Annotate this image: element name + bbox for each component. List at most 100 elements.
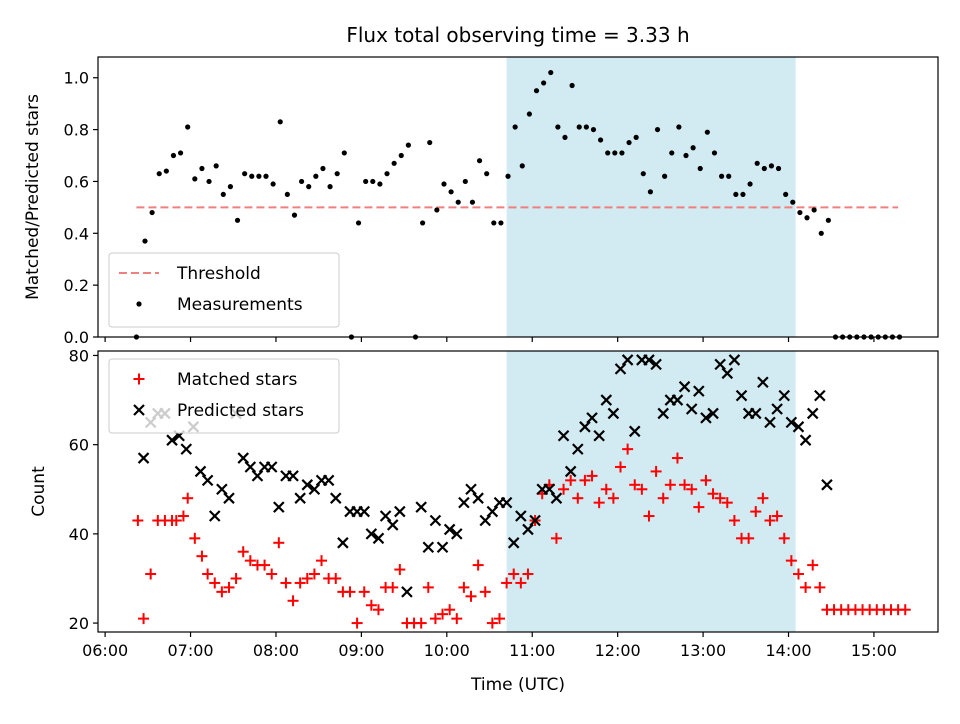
data-point	[633, 134, 639, 140]
x-tick-label: 10:00	[424, 641, 470, 660]
y-tick-label: 20	[69, 614, 89, 633]
data-point	[230, 572, 242, 584]
data-point	[671, 452, 683, 464]
data-point	[436, 541, 449, 554]
data-point	[565, 474, 577, 486]
data-point-stroke	[422, 541, 435, 554]
data-point	[733, 191, 739, 198]
data-point	[384, 171, 390, 177]
data-point	[714, 492, 726, 504]
data-point	[778, 389, 791, 402]
data-point	[476, 158, 483, 164]
data-point-stroke	[194, 465, 207, 478]
data-point	[294, 492, 306, 504]
data-point	[298, 178, 305, 185]
data-point-stroke	[337, 537, 349, 549]
data-point	[327, 184, 333, 190]
x-tick-label: 07:00	[167, 641, 213, 660]
data-point	[515, 510, 527, 522]
data-point	[458, 496, 470, 509]
data-point	[401, 586, 413, 598]
data-point	[564, 465, 577, 478]
data-point	[185, 124, 191, 130]
data-point	[572, 492, 584, 504]
data-point	[543, 483, 556, 496]
data-point	[166, 434, 178, 446]
data-point	[365, 599, 377, 611]
data-point	[761, 165, 767, 172]
data-point-stroke	[429, 514, 442, 527]
data-point-stroke	[287, 470, 299, 482]
data-point	[320, 165, 326, 172]
data-point-stroke	[522, 523, 534, 536]
data-point	[273, 537, 285, 549]
data-point	[671, 394, 684, 406]
data-point	[562, 134, 568, 140]
data-point	[747, 181, 753, 187]
data-point	[500, 496, 513, 509]
y-tick-label: 1.0	[64, 69, 89, 88]
data-point	[676, 124, 682, 130]
data-point	[654, 126, 661, 133]
data-point-stroke	[273, 501, 285, 513]
data-point	[329, 492, 342, 504]
data-point	[754, 160, 760, 166]
data-point-stroke	[821, 479, 833, 491]
data-point-stroke	[714, 358, 726, 371]
data-point	[557, 429, 570, 442]
data-point-stroke	[785, 416, 798, 429]
data-point-stroke	[550, 492, 563, 504]
data-point	[206, 178, 212, 185]
data-point	[662, 173, 668, 179]
data-point-stroke	[394, 505, 406, 518]
data-point-stroke	[308, 483, 321, 496]
data-point	[640, 171, 646, 177]
data-point-stroke	[600, 394, 613, 406]
data-point	[202, 568, 214, 580]
data-point	[472, 492, 484, 504]
data-point-stroke	[251, 470, 264, 482]
data-point-stroke	[749, 407, 762, 420]
data-point	[429, 613, 441, 625]
data-point	[711, 150, 718, 156]
data-point	[294, 577, 306, 589]
data-point	[814, 389, 826, 402]
data-point-stroke	[579, 421, 591, 433]
data-point	[270, 181, 276, 187]
data-point	[386, 519, 399, 531]
data-point-stroke	[586, 412, 598, 424]
data-point	[586, 470, 598, 482]
data-point-stroke	[607, 407, 620, 420]
data-point-stroke	[572, 443, 584, 455]
data-point	[622, 443, 634, 455]
data-point	[462, 178, 468, 185]
data-point	[259, 559, 271, 571]
data-point-stroke	[628, 425, 641, 438]
y-tick-label: 0.2	[64, 276, 89, 295]
data-point	[586, 412, 598, 424]
data-point	[486, 505, 499, 518]
y-tick-label: 0.8	[64, 121, 89, 140]
data-point-stroke	[500, 496, 513, 509]
data-point	[743, 532, 755, 544]
data-point	[170, 514, 182, 526]
data-point-stroke	[208, 510, 221, 522]
data-point	[718, 173, 725, 179]
data-point	[657, 492, 669, 504]
data-point	[465, 483, 477, 496]
data-point	[398, 152, 404, 159]
data-point	[237, 452, 249, 464]
data-point	[621, 354, 634, 366]
data-point-stroke	[479, 514, 492, 527]
shaded-interval	[506, 351, 796, 632]
data-point	[678, 380, 691, 393]
data-point	[771, 510, 783, 522]
data-point-stroke	[379, 510, 392, 522]
data-point	[612, 150, 618, 156]
data-point-stroke	[486, 505, 499, 518]
data-point	[132, 514, 144, 526]
data-point	[469, 199, 476, 205]
data-point	[593, 429, 605, 442]
data-point	[199, 165, 205, 172]
data-point	[301, 572, 313, 584]
